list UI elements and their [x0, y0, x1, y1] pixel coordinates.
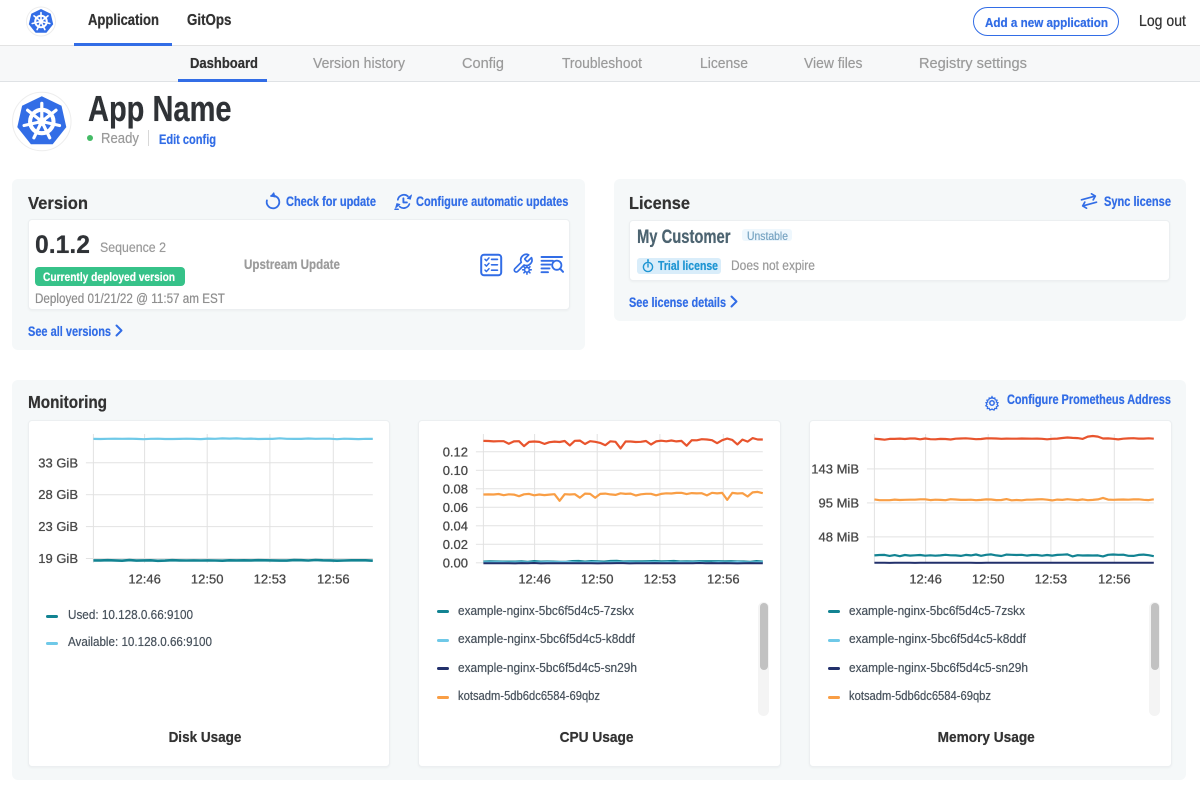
svg-text:12:50: 12:50 — [190, 572, 223, 587]
svg-text:48 MiB: 48 MiB — [819, 529, 859, 544]
svg-text:0.10: 0.10 — [443, 463, 468, 478]
svg-text:0.08: 0.08 — [443, 481, 468, 496]
svg-text:19 GiB: 19 GiB — [38, 551, 78, 566]
svg-text:12:46: 12:46 — [518, 572, 551, 587]
svg-text:0.02: 0.02 — [443, 537, 468, 552]
svg-text:28 GiB: 28 GiB — [38, 487, 78, 502]
svg-text:12:50: 12:50 — [972, 572, 1005, 587]
svg-text:12:53: 12:53 — [253, 572, 286, 587]
svg-text:143 MiB: 143 MiB — [811, 461, 859, 476]
svg-text:0.12: 0.12 — [443, 444, 468, 459]
svg-text:12:53: 12:53 — [1035, 572, 1068, 587]
svg-text:0.04: 0.04 — [443, 518, 468, 533]
svg-text:33 GiB: 33 GiB — [38, 455, 78, 470]
svg-text:12:56: 12:56 — [317, 572, 350, 587]
svg-text:12:56: 12:56 — [707, 572, 740, 587]
svg-text:95 MiB: 95 MiB — [819, 495, 859, 510]
svg-text:0.06: 0.06 — [443, 500, 468, 515]
svg-text:12:53: 12:53 — [644, 572, 677, 587]
svg-text:12:46: 12:46 — [128, 572, 161, 587]
svg-text:0.00: 0.00 — [443, 555, 468, 570]
svg-text:12:46: 12:46 — [909, 572, 942, 587]
svg-text:12:56: 12:56 — [1098, 572, 1131, 587]
svg-text:12:50: 12:50 — [581, 572, 614, 587]
svg-text:23 GiB: 23 GiB — [38, 519, 78, 534]
